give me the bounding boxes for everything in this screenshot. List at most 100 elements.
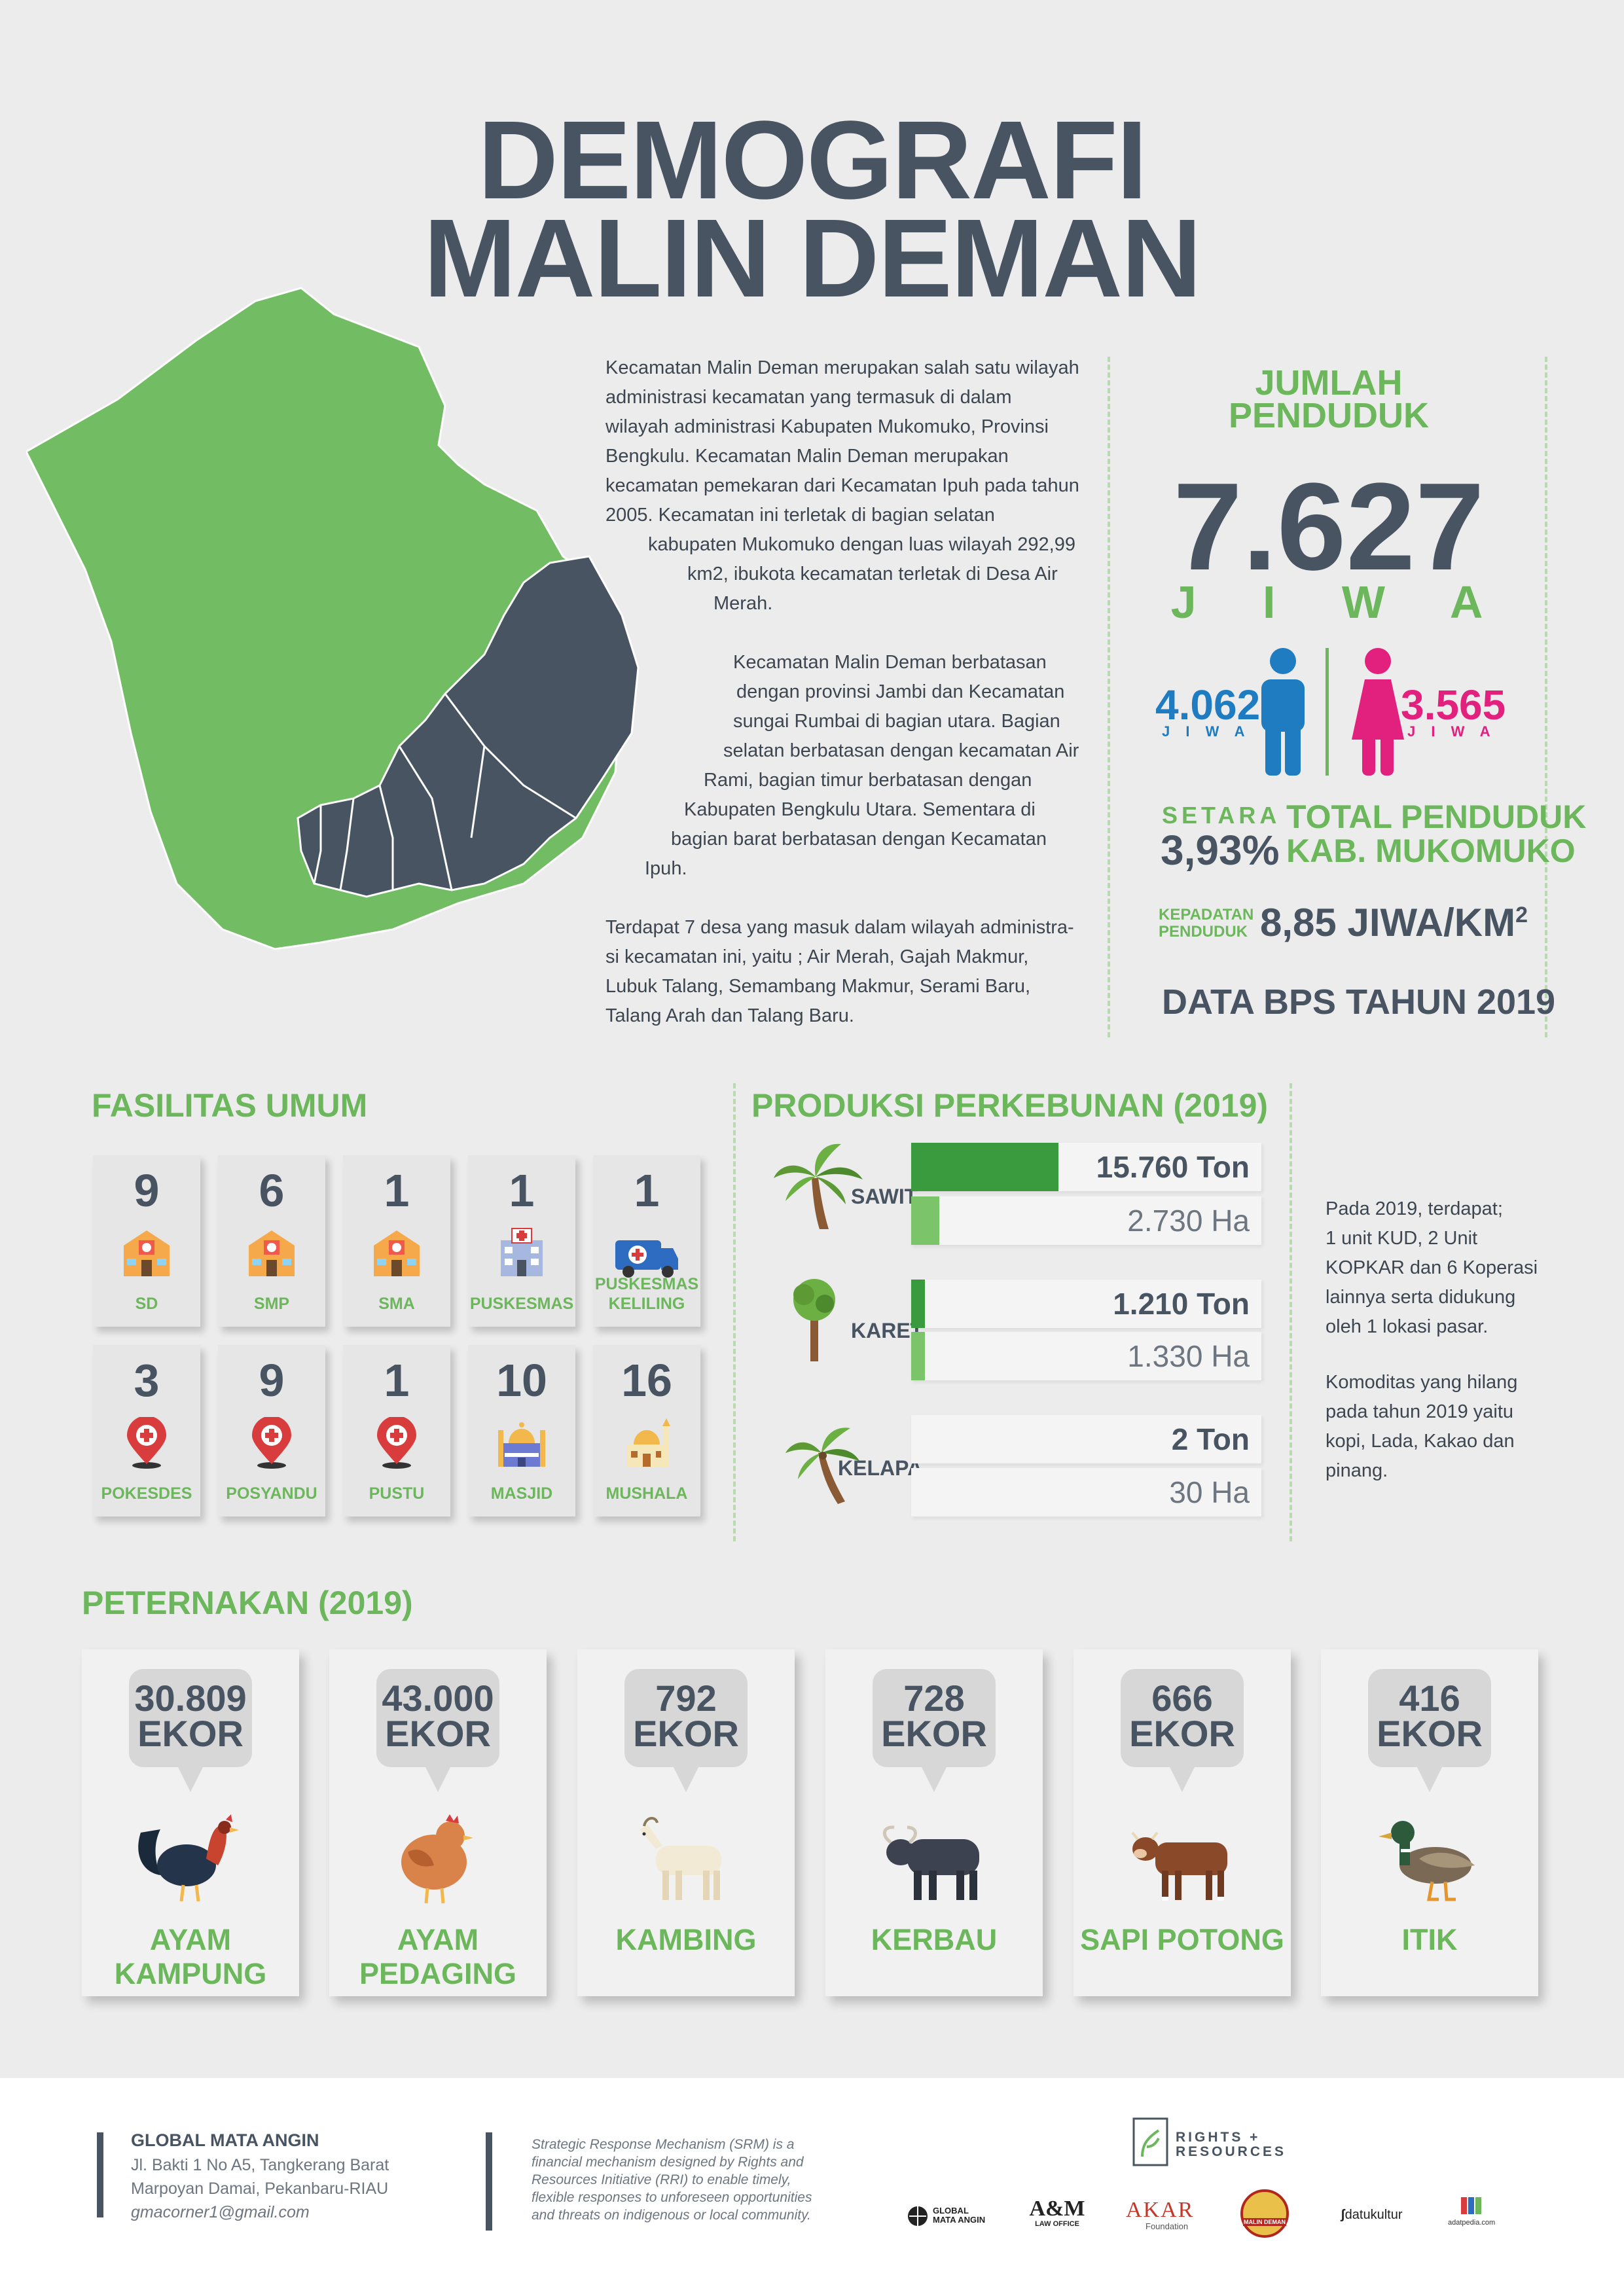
- livestock-card-itik: 416 EKOR ITIK: [1321, 1649, 1538, 1996]
- count-bubble: 416 EKOR: [1368, 1669, 1491, 1792]
- footer-email[interactable]: gmacorner1@gmail.com: [131, 2203, 310, 2221]
- facility-card-sma: 1 SMA: [343, 1155, 450, 1327]
- duck-icon: [1379, 1821, 1475, 1901]
- school-icon: [374, 1230, 420, 1276]
- bar-value: 15.760 Ton: [1096, 1150, 1250, 1184]
- bar-fill: [911, 1332, 925, 1380]
- male-unit: J I W A: [1162, 723, 1245, 740]
- plantation-note-1: Pada 2019, terdapat; 1 unit KUD, 2 Unit …: [1326, 1198, 1538, 1337]
- facility-card-smp: 6 SMP: [218, 1155, 325, 1327]
- school-icon: [124, 1230, 170, 1276]
- goat-icon: [640, 1817, 721, 1900]
- intro-paragraph-2: Kecamatan Malin Deman berbatasan dengan …: [645, 652, 1079, 879]
- title-line-1: DEMOGRAFI: [478, 98, 1147, 223]
- bar-kelapa-area: 30 Ha: [911, 1468, 1261, 1516]
- facility-count: 16: [621, 1355, 672, 1406]
- footer-accent-bar-2: [486, 2132, 492, 2231]
- facility-card-mushala: 16 MUSHALA: [593, 1345, 700, 1516]
- partner-logo-adatpedia: adatpedia.com: [1448, 2196, 1495, 2227]
- facility-label: SMP: [253, 1295, 290, 1313]
- population-total: 7.627: [1173, 457, 1485, 596]
- bar-value: 2.730 Ha: [1127, 1204, 1250, 1238]
- partner-logo-malin-deman: MALIN DEMAN: [1240, 2189, 1289, 2238]
- facility-count: 1: [384, 1355, 410, 1406]
- setara-value: 3,93%: [1161, 827, 1280, 874]
- datukultur-mark-icon: ʃ: [1341, 2208, 1345, 2222]
- partner-logo-akar-foundation: AKAR Foundation: [1126, 2198, 1195, 2232]
- livestock-card-ayam-pedaging: 43.000 EKOR AYAM PEDAGING: [329, 1649, 547, 1996]
- total-kab-label: TOTAL PENDUDUK KAB. MUKOMUKO: [1286, 798, 1587, 869]
- rri-logo-mark: [1132, 2117, 1168, 2166]
- medical-pin-icon: [127, 1417, 166, 1469]
- hospital-icon: [501, 1228, 543, 1276]
- medical-pin-icon: [252, 1417, 291, 1469]
- title-line-2: MALIN DEMAN: [424, 196, 1202, 321]
- bar-fill: [911, 1196, 939, 1245]
- rubber-tree-icon: [793, 1279, 835, 1361]
- bar-sawit-area: 2.730 Ha: [911, 1196, 1261, 1245]
- population-panel: JUMLAH PENDUDUK 7.627 J I W A: [1126, 365, 1532, 628]
- globe-icon: [908, 2206, 928, 2226]
- livestock-card-sapi-potong: 666 EKOR SAPI POTONG: [1074, 1649, 1291, 1996]
- bar-value: 1.210 Ton: [1113, 1287, 1250, 1321]
- facility-label: PUSKESMAS KELILING: [594, 1275, 699, 1313]
- setara-label: SETARA: [1162, 802, 1281, 829]
- population-unit: J I W A: [1170, 577, 1487, 628]
- divider-plantation-right: [1290, 1083, 1292, 1541]
- count-bubble: 30.809 EKOR: [129, 1669, 252, 1792]
- coconut-tree-icon: [785, 1427, 859, 1504]
- livestock-card-kambing: 792 EKOR KAMBING: [577, 1649, 795, 1996]
- facility-count: 9: [134, 1165, 160, 1216]
- facility-card-puskesmas-keliling: 1 PUSKESMAS KELILING: [593, 1155, 700, 1327]
- page-title: DEMOGRAFI MALIN DEMAN: [0, 98, 1624, 321]
- facility-label: SD: [135, 1295, 158, 1313]
- data-source: DATA BPS TAHUN 2019: [1162, 982, 1556, 1022]
- facility-count: 1: [509, 1165, 535, 1216]
- facility-card-puskesmas: 1 PUSKESMAS: [468, 1155, 575, 1327]
- count-bubble: 666 EKOR: [1121, 1669, 1244, 1792]
- bar-sawit-production: 15.760 Ton: [911, 1143, 1261, 1191]
- count-bubble: 792 EKOR: [624, 1669, 748, 1792]
- facility-card-pokesdes: 3 POKESDES: [93, 1345, 200, 1516]
- bar-value: 1.330 Ha: [1127, 1339, 1250, 1373]
- footer-org-name: GLOBAL MATA ANGIN: [131, 2130, 319, 2150]
- school-icon: [249, 1230, 295, 1276]
- facility-count: 1: [634, 1165, 660, 1216]
- divider-plantation-left: [733, 1083, 736, 1541]
- rri-logo-text: RIGHTS + RESOURCES: [1176, 2130, 1287, 2159]
- livestock-label: KERBAU: [871, 1923, 998, 1956]
- female-icon: [1352, 648, 1404, 776]
- facility-count: 6: [259, 1165, 285, 1216]
- facility-card-sd: 9 SD: [93, 1155, 200, 1327]
- male-count: 4.062: [1155, 681, 1261, 728]
- facility-label: POKESDES: [101, 1484, 192, 1503]
- facility-card-pustu: 1 PUSTU: [343, 1345, 450, 1516]
- facility-label: SMA: [378, 1295, 415, 1313]
- facility-card-masjid: 10 MASJID: [468, 1345, 575, 1516]
- rooster-icon: [138, 1814, 239, 1902]
- mushala-icon: [627, 1418, 670, 1467]
- facility-count: 1: [384, 1165, 410, 1216]
- facility-label: PUSKESMAS: [469, 1295, 574, 1313]
- livestock-label: AYAM KAMPUNG: [114, 1923, 267, 1990]
- footer: GLOBAL MATA ANGIN Jl. Bakti 1 No A5, Tan…: [0, 2078, 1624, 2296]
- buffalo-icon: [883, 1825, 979, 1900]
- chicken-icon: [401, 1814, 473, 1904]
- malin-deman-region-shape: [297, 555, 640, 898]
- facility-label: MUSHALA: [605, 1484, 688, 1503]
- count-bubble: 43.000 EKOR: [376, 1669, 499, 1792]
- footer-accent-bar: [97, 2132, 103, 2217]
- bar-karet-area: 1.330 Ha: [911, 1332, 1261, 1380]
- partner-logo-am-law-office: A&M LAW OFFICE: [1029, 2197, 1085, 2229]
- divider-right: [1545, 357, 1547, 1037]
- village-boundary-lines: [313, 693, 577, 891]
- livestock-label: KAMBING: [615, 1923, 757, 1956]
- facility-label: POSYANDU: [226, 1484, 317, 1503]
- facility-label: MASJID: [490, 1484, 553, 1503]
- livestock-label: AYAM PEDAGING: [359, 1923, 517, 1990]
- bar-karet-production: 1.210 Ton: [911, 1280, 1261, 1328]
- crop-label-kelapa: KELAPA: [838, 1456, 923, 1480]
- male-icon: [1261, 648, 1305, 776]
- adatpedia-mark-icon: [1461, 2197, 1481, 2214]
- count-bubble: 728 EKOR: [873, 1669, 996, 1792]
